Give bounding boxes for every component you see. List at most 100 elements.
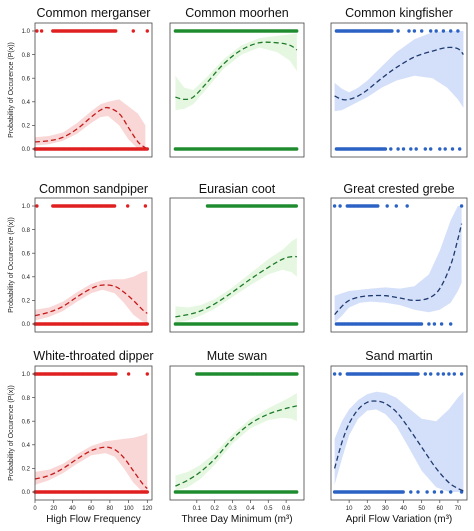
y-tick-label: 0.8	[22, 53, 31, 59]
confidence-band	[334, 31, 464, 112]
confidence-band	[334, 391, 464, 492]
x-tick-label: 60	[436, 506, 443, 512]
plot-frame	[169, 365, 305, 501]
x-tick-label: 0.3	[228, 506, 237, 512]
data-point	[390, 29, 394, 33]
plot-frame	[330, 197, 468, 333]
data-point	[145, 29, 149, 33]
data-point	[332, 372, 337, 376]
data-point	[416, 490, 420, 494]
panel-common-sandpiper: Common sandpiper 0.0 0.2 0.4 0.6 0.8 1.0	[22, 182, 153, 333]
y-tick-label: 0.8	[22, 396, 31, 402]
data-point	[385, 204, 389, 208]
confidence-band	[175, 33, 297, 111]
data-point	[459, 372, 464, 376]
x-tick-label: 10	[346, 506, 353, 512]
plot-frame	[330, 365, 468, 501]
data-point	[338, 204, 342, 208]
data-point	[389, 147, 393, 151]
y-tick-label: 0.8	[22, 228, 31, 234]
panel-common-merganser: Common merganser 0.0 0.2 0.4 0.6 0.8 1.0	[22, 6, 153, 158]
panel-title: White-throated dipper	[33, 349, 153, 363]
panel-eurasian-coot: Eurasian coot	[169, 182, 305, 333]
data-point	[338, 372, 342, 376]
y-axis-label: Probability of Occurence (P(x))	[8, 42, 15, 138]
data-point	[452, 372, 456, 376]
y-tick-label: 0.2	[22, 299, 31, 305]
y-tick-label: 0.6	[22, 76, 31, 82]
plot-frame	[330, 22, 468, 158]
y-tick-label: 1.0	[22, 29, 31, 35]
x-tick-label: 60	[88, 506, 95, 512]
y-axis-label: Probability of Occurence (P(x))	[8, 385, 15, 481]
plot-frame	[34, 22, 153, 158]
data-point	[295, 490, 299, 494]
data-point	[407, 29, 411, 33]
x-tick-label: 0.6	[282, 506, 291, 512]
data-point	[432, 490, 437, 494]
x-tick-label: 40	[69, 506, 76, 512]
panel-common-kingfisher: Common kingfisher	[330, 6, 468, 158]
data-point	[458, 147, 462, 151]
data-point	[439, 490, 444, 494]
data-point	[295, 147, 299, 151]
data-point	[423, 372, 427, 376]
fit-line	[175, 405, 298, 487]
fit-line	[175, 41, 298, 101]
fit-line	[334, 223, 463, 316]
data-point	[419, 322, 424, 326]
fit-line	[34, 446, 148, 489]
data-point	[114, 372, 118, 376]
data-point	[409, 147, 413, 151]
data-point	[376, 204, 380, 208]
panel-title: Common moorhen	[185, 6, 289, 20]
data-point	[449, 29, 453, 33]
x-tick-label: 20	[364, 506, 371, 512]
data-point	[441, 29, 446, 33]
y-tick-label: 0.0	[22, 322, 31, 328]
x-tick-label: 20	[50, 506, 57, 512]
confidence-band	[334, 206, 462, 323]
x-tick-label: 0.5	[264, 506, 273, 512]
data-point	[429, 372, 433, 376]
plot-frame	[34, 197, 153, 333]
data-point	[295, 29, 299, 33]
y-tick-label: 0.4	[22, 443, 31, 449]
confidence-band	[175, 237, 297, 323]
panel-mute-swan: Mute swan 0.1 0.2 0.3 0.4 0.5 0.6	[169, 349, 305, 512]
data-point	[35, 204, 39, 208]
y-tick-label: 0.4	[22, 100, 31, 106]
confidence-band	[175, 392, 297, 491]
data-point	[447, 372, 451, 376]
data-point	[429, 29, 433, 33]
x-tick-label: 0	[33, 506, 37, 512]
data-point	[405, 204, 409, 208]
panel-title: Mute swan	[207, 349, 267, 363]
confidence-band	[35, 270, 148, 323]
y-tick-label: 0.6	[22, 251, 31, 257]
data-point	[145, 322, 149, 326]
panel-title: Common sandpiper	[39, 182, 148, 196]
panel-sand-martin: Sand martin 10 20 30 40 50 60 70	[330, 349, 468, 512]
panel-white-throated-dipper: White-throated dipper 0.0 0.2 0.4 0.6 0.8 1.0 0…	[22, 349, 154, 512]
y-tick-label: 0.6	[22, 419, 31, 425]
panel-title: Common merganser	[37, 6, 151, 20]
y-tick-label: 0.0	[22, 490, 31, 496]
fit-line	[334, 46, 464, 101]
data-point	[383, 147, 388, 151]
data-point	[114, 29, 118, 33]
data-point	[425, 490, 429, 494]
x-axis-label-1: High Flow Frequency	[46, 514, 140, 525]
data-point	[441, 372, 446, 376]
data-point	[438, 147, 442, 151]
data-point	[131, 29, 135, 33]
x-axis-label-3: April Flow Variation (m³)	[346, 514, 453, 525]
y-tick-label: 0.0	[22, 147, 31, 153]
data-point	[423, 147, 427, 151]
x-tick-label: 100	[124, 506, 135, 512]
panel-title: Great crested grebe	[343, 182, 454, 196]
data-point	[295, 322, 299, 326]
panel-title: Eurasian coot	[199, 182, 276, 196]
data-point	[35, 29, 39, 33]
